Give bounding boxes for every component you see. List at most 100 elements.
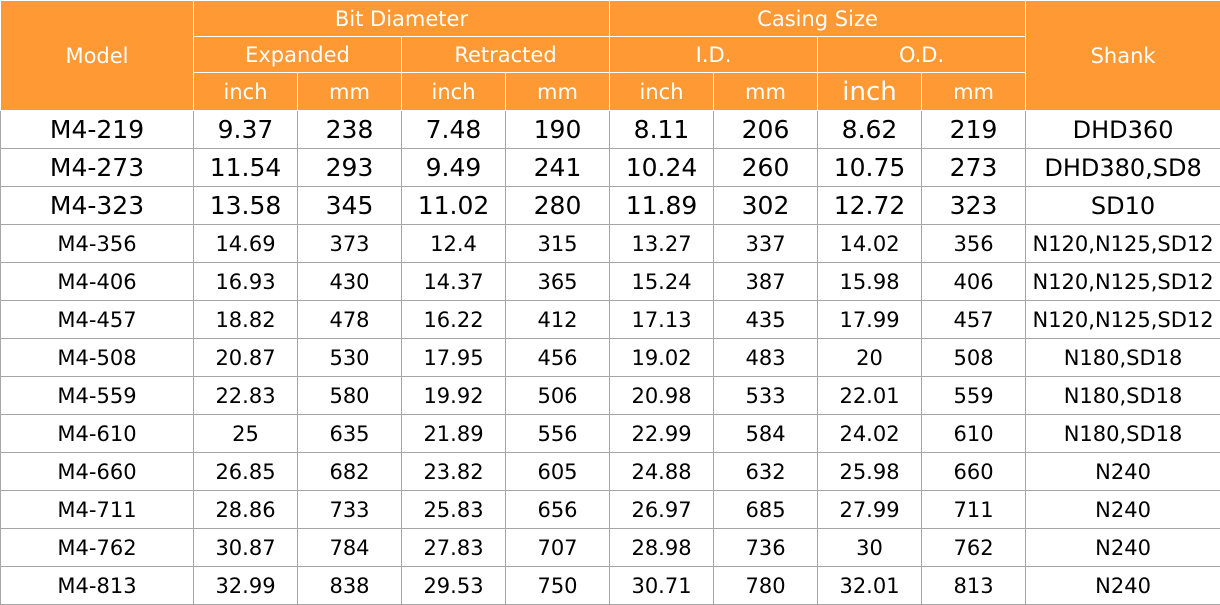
cell-od-in: 14.02 [817,224,923,263]
header-model: Model [0,0,194,111]
cell-od-in: 25.98 [817,452,923,491]
cell-exp-mm: 682 [297,452,402,491]
cell-ret-mm: 241 [504,148,611,187]
cell-ret-mm: 365 [504,262,611,301]
cell-model: M4-219 [0,110,194,149]
cell-od-mm: 762 [921,528,1027,567]
cell-id-mm: 736 [713,528,819,567]
cell-od-mm: 356 [921,224,1027,263]
cell-od-in: 12.72 [817,186,923,225]
cell-od-in: 17.99 [817,300,923,339]
cell-ret-mm: 412 [504,300,611,339]
unit-header: inch [609,72,715,111]
cell-exp-mm: 345 [297,186,402,225]
cell-model: M4-356 [0,224,194,263]
table-row: M4-711 28.86 733 25.83 656 26.97 685 27.99 711 N2… [0,490,1220,529]
cell-model: M4-813 [0,566,194,605]
cell-exp-mm: 580 [297,376,402,415]
cell-id-in: 8.11 [609,110,715,149]
cell-model: M4-711 [0,490,194,529]
unit-header: mm [713,72,819,111]
cell-id-mm: 260 [713,148,819,187]
cell-shank: N120,N125,SD12 [1025,300,1220,339]
cell-shank: SD10 [1025,186,1220,225]
cell-od-in: 32.01 [817,566,923,605]
table-body: M4-219 9.37 238 7.48 190 8.11 206 8.62 219 DHD360… [0,110,1220,605]
cell-exp-in: 25 [193,414,298,453]
cell-exp-mm: 238 [297,110,402,149]
cell-id-mm: 206 [713,110,819,149]
cell-id-mm: 337 [713,224,819,263]
cell-exp-in: 13.58 [193,186,298,225]
cell-model: M4-559 [0,376,194,415]
cell-od-mm: 660 [921,452,1027,491]
cell-id-in: 30.71 [609,566,715,605]
cell-od-in: 27.99 [817,490,923,529]
header-bit-diameter: Bit Diameter [192,0,611,37]
cell-ret-in: 7.48 [401,110,506,149]
cell-ret-in: 17.95 [401,338,506,377]
cell-ret-in: 25.83 [401,490,506,529]
cell-exp-mm: 430 [297,262,402,301]
table-header: Model Bit Diameter Casing Size Shank Exp… [0,0,1220,111]
cell-shank: DHD360 [1025,110,1220,149]
cell-shank: N240 [1025,452,1220,491]
cell-ret-in: 21.89 [401,414,506,453]
cell-exp-mm: 635 [297,414,402,453]
cell-od-in: 8.62 [817,110,923,149]
cell-id-in: 26.97 [609,490,715,529]
cell-ret-mm: 605 [504,452,611,491]
cell-od-mm: 457 [921,300,1027,339]
table-row: M4-660 26.85 682 23.82 605 24.88 632 25.98 660 N2… [0,452,1220,491]
cell-exp-in: 26.85 [193,452,298,491]
cell-exp-mm: 733 [297,490,402,529]
cell-model: M4-660 [0,452,194,491]
cell-exp-mm: 478 [297,300,402,339]
unit-header: mm [921,72,1027,111]
cell-exp-mm: 784 [297,528,402,567]
table-row: M4-559 22.83 580 19.92 506 20.98 533 22.01 559 N1… [0,376,1220,415]
cell-shank: N240 [1025,490,1220,529]
header-id: I.D. [609,36,819,73]
cell-exp-in: 18.82 [193,300,298,339]
cell-id-mm: 533 [713,376,819,415]
cell-od-in: 24.02 [817,414,923,453]
header-expanded: Expanded [193,36,402,73]
cell-od-mm: 813 [921,566,1027,605]
cell-id-mm: 483 [713,338,819,377]
header-od: O.D. [817,36,1027,73]
table-row: M4-406 16.93 430 14.37 365 15.24 387 15.98 406 N1… [0,262,1220,301]
cell-id-in: 15.24 [609,262,715,301]
cell-ret-in: 27.83 [401,528,506,567]
cell-id-in: 17.13 [609,300,715,339]
cell-od-mm: 406 [921,262,1027,301]
cell-od-in: 22.01 [817,376,923,415]
cell-od-in: 20 [817,338,923,377]
cell-ret-in: 29.53 [401,566,506,605]
cell-model: M4-457 [0,300,194,339]
cell-id-mm: 435 [713,300,819,339]
cell-exp-mm: 293 [297,148,402,187]
cell-od-mm: 610 [921,414,1027,453]
table-row: M4-273 11.54 293 9.49 241 10.24 260 10.75 273 DHD… [0,148,1220,187]
cell-shank: DHD380,SD8 [1025,148,1220,187]
cell-exp-in: 16.93 [193,262,298,301]
cell-od-mm: 219 [921,110,1027,149]
cell-model: M4-610 [0,414,194,453]
cell-id-in: 20.98 [609,376,715,415]
unit-header: mm [504,72,611,111]
cell-model: M4-273 [0,148,194,187]
cell-od-in: 10.75 [817,148,923,187]
cell-od-in: 30 [817,528,923,567]
cell-exp-in: 32.99 [193,566,298,605]
cell-ret-in: 23.82 [401,452,506,491]
cell-od-mm: 508 [921,338,1027,377]
table-row: M4-762 30.87 784 27.83 707 28.98 736 30 762 N240 [0,528,1220,567]
cell-id-in: 24.88 [609,452,715,491]
cell-id-in: 11.89 [609,186,715,225]
cell-model: M4-762 [0,528,194,567]
cell-shank: N180,SD18 [1025,338,1220,377]
cell-shank: N180,SD18 [1025,414,1220,453]
cell-id-in: 10.24 [609,148,715,187]
